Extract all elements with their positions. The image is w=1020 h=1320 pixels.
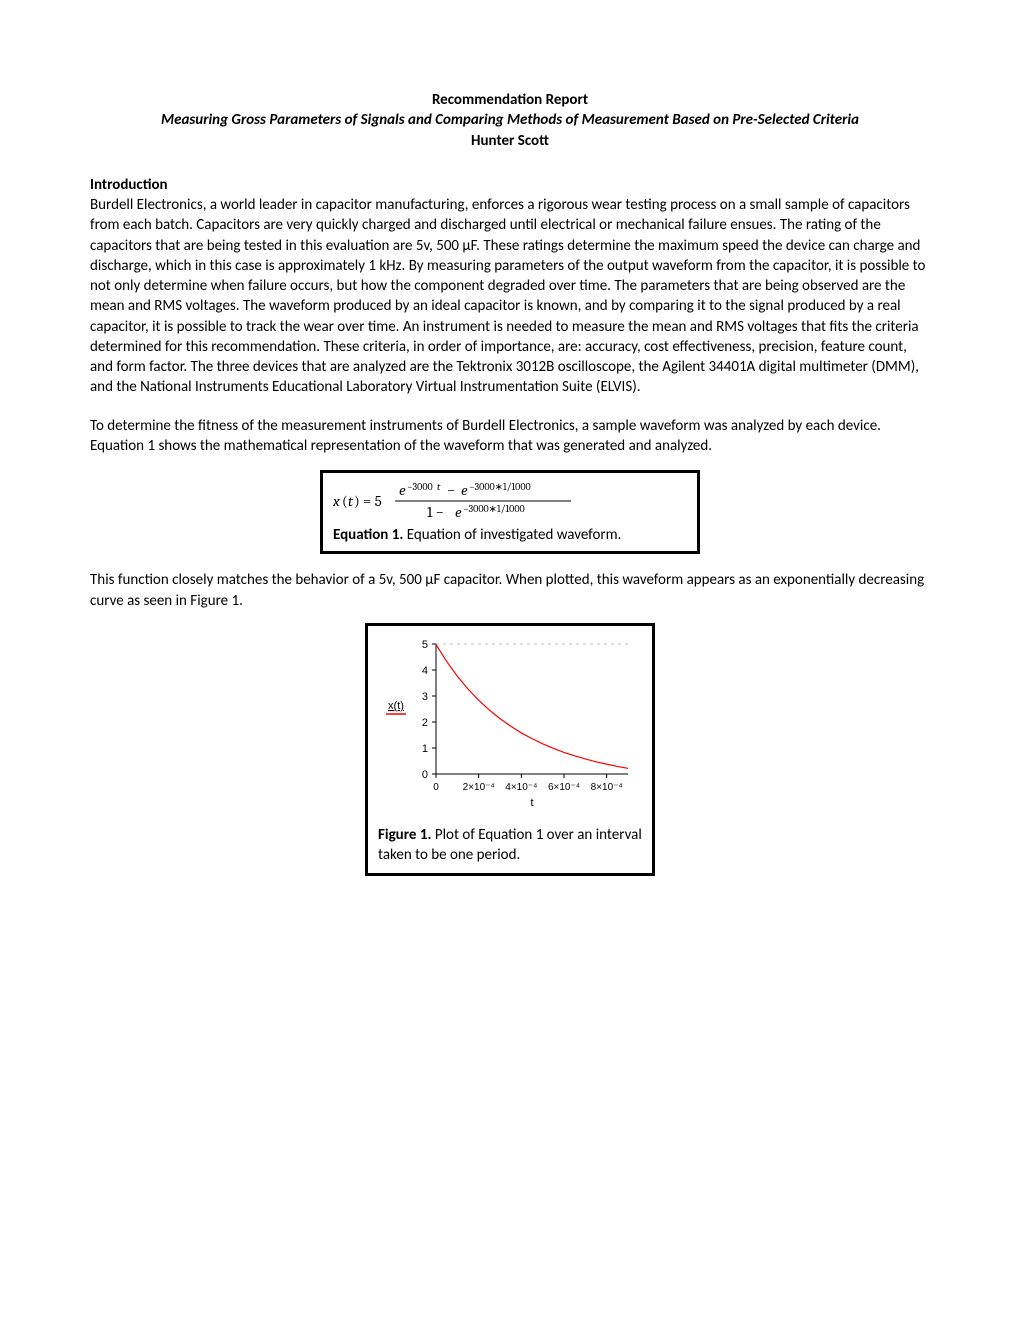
svg-text:0: 0: [433, 782, 439, 793]
svg-text:1 −: 1 −: [427, 503, 444, 521]
svg-text:4: 4: [422, 665, 428, 677]
equation-1-formula: x ( t ) = 5 e −3000 t − e −3000∗1/1000 1…: [333, 479, 673, 523]
svg-text:0: 0: [422, 769, 428, 781]
equation-1-caption-text: Equation of investigated waveform.: [403, 526, 621, 544]
svg-text:e: e: [399, 481, 406, 499]
figure-1-label: Figure 1.: [378, 826, 431, 844]
svg-text:−3000: −3000: [407, 481, 433, 493]
svg-text:6×10⁻⁴: 6×10⁻⁴: [548, 782, 580, 793]
document-header: Recommendation Report Measuring Gross Pa…: [90, 90, 930, 151]
report-subtitle: Measuring Gross Parameters of Signals an…: [90, 110, 930, 130]
svg-text:−: −: [447, 481, 455, 499]
equation-1-box: x ( t ) = 5 e −3000 t − e −3000∗1/1000 1…: [320, 470, 700, 554]
equation-1-label: Equation 1.: [333, 526, 403, 544]
svg-text:−3000∗1/1000: −3000∗1/1000: [463, 503, 525, 515]
svg-text:5: 5: [422, 639, 428, 651]
intro-paragraph-3: This function closely matches the behavi…: [90, 570, 930, 611]
report-type: Recommendation Report: [90, 90, 930, 110]
figure-1-caption: Figure 1. Plot of Equation 1 over an int…: [378, 826, 642, 865]
figure-1-chart: 0 1 2 3 4 5 0 2×10⁻⁴ 4×10⁻⁴ 6×10⁻⁴ 8×10⁻⁴ t x(t): [378, 634, 638, 814]
intro-paragraph-1: Burdell Electronics, a world leader in c…: [90, 195, 930, 398]
figure-1-box: 0 1 2 3 4 5 0 2×10⁻⁴ 4×10⁻⁴ 6×10⁻⁴ 8×10⁻⁴ t x(t) Fig…: [365, 623, 655, 876]
svg-text:x(t): x(t): [388, 700, 404, 712]
svg-text:e: e: [461, 481, 468, 499]
svg-text:3: 3: [422, 691, 428, 703]
svg-text:e: e: [455, 503, 462, 521]
svg-text:2: 2: [422, 717, 428, 729]
svg-text:1: 1: [422, 743, 428, 755]
svg-text:) = 5: ) = 5: [354, 492, 382, 510]
svg-text:2×10⁻⁴: 2×10⁻⁴: [463, 782, 495, 793]
report-author: Hunter Scott: [90, 131, 930, 151]
svg-text:t: t: [437, 481, 441, 493]
svg-text:8×10⁻⁴: 8×10⁻⁴: [591, 782, 623, 793]
svg-text:t: t: [530, 797, 533, 809]
svg-text:4×10⁻⁴: 4×10⁻⁴: [505, 782, 537, 793]
intro-paragraph-2: To determine the fitness of the measurem…: [90, 416, 930, 457]
section-heading-introduction: Introduction: [90, 175, 930, 195]
equation-1-caption: Equation 1. Equation of investigated wav…: [333, 525, 687, 545]
svg-text:x: x: [333, 492, 340, 510]
svg-text:−3000∗1/1000: −3000∗1/1000: [469, 481, 531, 493]
svg-text:(: (: [342, 492, 348, 510]
